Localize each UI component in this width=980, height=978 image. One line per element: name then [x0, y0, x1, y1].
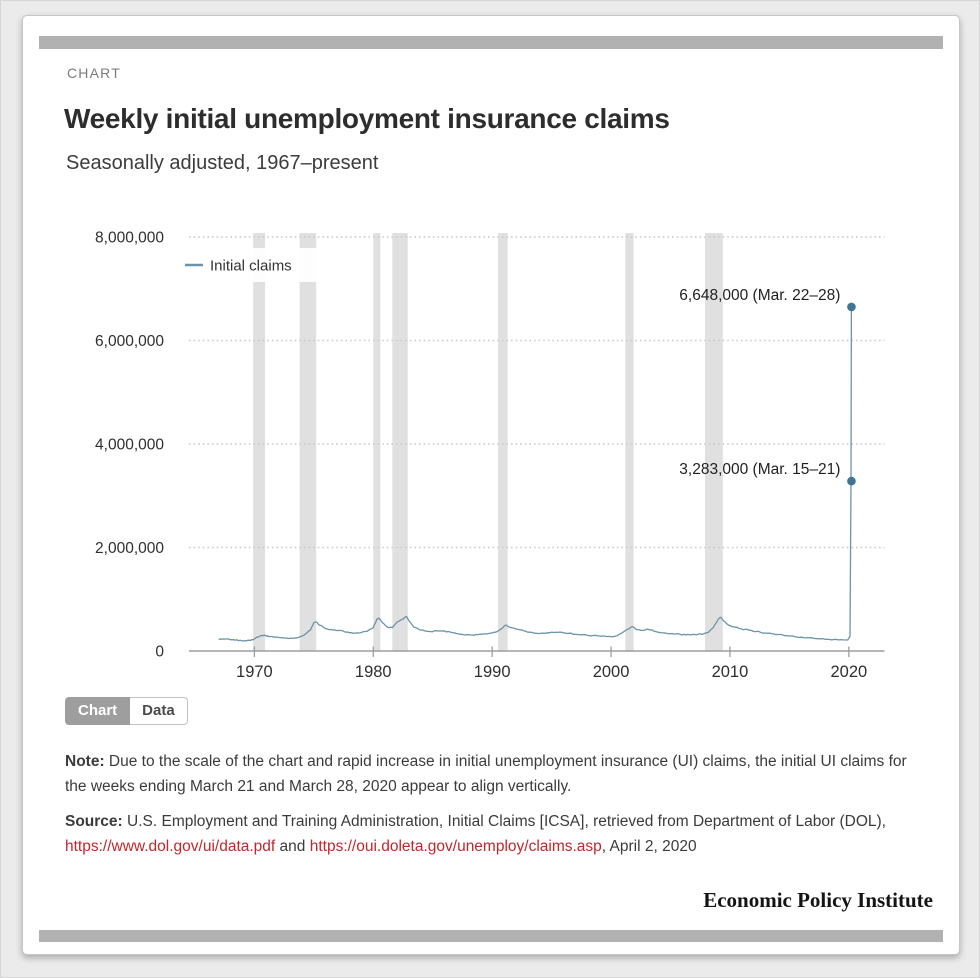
- x-axis-label: 1970: [236, 663, 273, 681]
- chart-data-toggle: Chart Data: [65, 697, 188, 725]
- note-body: Due to the scale of the chart and rapid …: [65, 753, 907, 795]
- page-title: Weekly initial unemployment insurance cl…: [64, 103, 670, 134]
- epi-wordmark: Economic Policy Institute: [703, 888, 933, 912]
- source-body-post: , April 2, 2020: [601, 838, 697, 855]
- recession-band: [705, 233, 723, 651]
- note-label: Note:: [65, 753, 105, 770]
- x-axis-label: 2000: [593, 663, 630, 681]
- y-axis-label: 6,000,000: [95, 333, 164, 350]
- source-link-doleta[interactable]: https://oui.doleta.gov/unemploy/claims.a…: [309, 838, 602, 855]
- page-subtitle: Seasonally adjusted, 1967–present: [66, 152, 379, 174]
- recession-band: [625, 233, 634, 651]
- source-text: Source: U.S. Employment and Training Adm…: [65, 809, 910, 859]
- annotation-dot[interactable]: [847, 476, 856, 486]
- top-accent-bar: [39, 36, 943, 49]
- y-axis-label: 2,000,000: [95, 540, 164, 557]
- kicker-label: CHART: [67, 65, 121, 81]
- line-chart: 0 2,000,000 4,000,000 6,000,000 8,000,000 197…: [95, 230, 885, 681]
- legend-label: Initial claims: [210, 258, 292, 275]
- x-axis-label: 2010: [712, 663, 749, 681]
- source-link-dol[interactable]: https://www.dol.gov/ui/data.pdf: [65, 838, 276, 855]
- annotation-label: 6,648,000 (Mar. 22–28): [679, 287, 840, 304]
- recession-band: [253, 233, 266, 651]
- series-line-initial-claims[interactable]: [218, 306, 853, 642]
- legend-backing: [177, 248, 339, 282]
- chart-card: [22, 15, 960, 955]
- recession-band: [392, 233, 408, 651]
- tab-data[interactable]: Data: [130, 697, 188, 725]
- recession-band: [299, 233, 317, 651]
- source-body-pre: U.S. Employment and Training Administrat…: [122, 813, 886, 830]
- source-label: Source:: [65, 813, 123, 830]
- y-axis-label: 8,000,000: [95, 230, 164, 247]
- annotation-dot[interactable]: [847, 302, 856, 312]
- x-axis-label: 1980: [355, 663, 392, 681]
- x-axis-label: 2020: [830, 663, 867, 681]
- tab-chart[interactable]: Chart: [65, 697, 131, 725]
- note-text: Note: Due to the scale of the chart and …: [65, 749, 910, 799]
- recession-band: [498, 233, 508, 651]
- recession-band: [373, 233, 381, 651]
- y-axis-label: 0: [155, 644, 164, 661]
- x-axis-label: 1990: [474, 663, 511, 681]
- bottom-accent-bar: [39, 930, 943, 942]
- source-body-mid: and: [275, 838, 310, 855]
- y-axis-label: 4,000,000: [95, 437, 164, 454]
- annotation-label: 3,283,000 (Mar. 15–21): [679, 461, 840, 478]
